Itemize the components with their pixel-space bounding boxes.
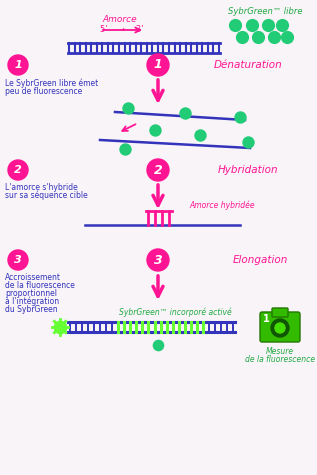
Text: à l'intégration: à l'intégration	[5, 297, 59, 306]
Text: proportionnel: proportionnel	[5, 289, 57, 298]
Point	[284, 33, 289, 41]
Point	[122, 145, 127, 153]
Circle shape	[147, 54, 169, 76]
Text: 1: 1	[14, 60, 22, 70]
Text: 1: 1	[262, 314, 269, 324]
Text: 2: 2	[154, 163, 162, 177]
Point	[256, 33, 261, 41]
Text: 3: 3	[154, 254, 162, 266]
Text: Hybridation: Hybridation	[218, 165, 278, 175]
Circle shape	[8, 55, 28, 75]
Point	[271, 33, 276, 41]
Circle shape	[275, 323, 285, 333]
Text: L'amorce s'hybride: L'amorce s'hybride	[5, 183, 78, 192]
Point	[126, 104, 131, 112]
Point	[245, 138, 250, 146]
Point	[249, 21, 255, 29]
Point	[155, 341, 160, 349]
Text: 1: 1	[154, 58, 162, 72]
Circle shape	[8, 250, 28, 270]
Point	[57, 323, 62, 331]
Point	[152, 126, 158, 134]
Text: 2: 2	[14, 165, 22, 175]
Text: Amorce: Amorce	[103, 16, 137, 25]
FancyBboxPatch shape	[272, 308, 288, 317]
Text: SybrGreen™ incorporé activé: SybrGreen™ incorporé activé	[119, 307, 231, 317]
Text: du SybrGreen: du SybrGreen	[5, 305, 58, 314]
Text: de la fluorescence: de la fluorescence	[245, 355, 315, 364]
Text: 5’    →    3’: 5’ → 3’	[100, 26, 144, 35]
Circle shape	[8, 160, 28, 180]
FancyBboxPatch shape	[260, 312, 300, 342]
Text: SybrGreen™ libre: SybrGreen™ libre	[228, 8, 302, 17]
Text: Elongation: Elongation	[232, 255, 288, 265]
Circle shape	[147, 249, 169, 271]
Point	[183, 109, 188, 117]
Text: de la fluorescence: de la fluorescence	[5, 281, 75, 290]
Point	[239, 33, 244, 41]
Text: sur sa séquence cible: sur sa séquence cible	[5, 191, 88, 200]
Text: Amorce hybridée: Amorce hybridée	[189, 200, 255, 210]
Point	[237, 113, 243, 121]
Text: 3: 3	[14, 255, 22, 265]
Text: Le SybrGreen libre émet: Le SybrGreen libre émet	[5, 79, 98, 88]
Text: Dénaturation: Dénaturation	[214, 60, 282, 70]
Text: peu de fluorescence: peu de fluorescence	[5, 87, 82, 96]
Circle shape	[271, 319, 289, 337]
Point	[265, 21, 270, 29]
Point	[280, 21, 285, 29]
Point	[232, 21, 237, 29]
Text: Mesure: Mesure	[266, 347, 294, 356]
Text: Accroissement: Accroissement	[5, 273, 61, 282]
Circle shape	[147, 159, 169, 181]
Point	[197, 131, 203, 139]
